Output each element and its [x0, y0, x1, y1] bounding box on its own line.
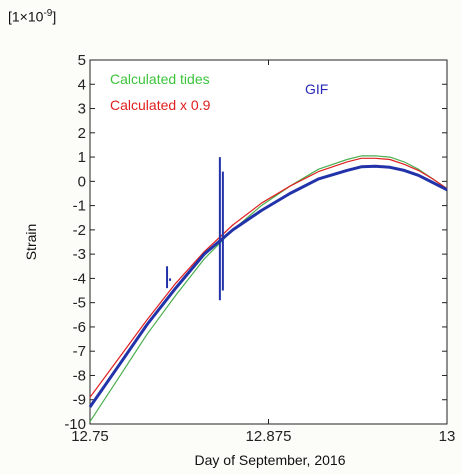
y-tick-label: -6: [73, 319, 86, 336]
y-tick-label: -10: [64, 416, 86, 433]
series-line-2: [88, 164, 448, 408]
plot-area: [89, 59, 448, 425]
legend-gif: GIF: [305, 81, 328, 97]
legend-calculated-x09: Calculated x 0.9: [110, 97, 211, 113]
y-tick-label: 2: [78, 125, 86, 142]
y-tick-label: -3: [73, 246, 86, 263]
y-tick-label: -7: [73, 343, 86, 360]
y-tick-label: 5: [78, 52, 86, 69]
y-tick-label: -5: [73, 295, 86, 312]
y-tick-label: 4: [78, 76, 86, 93]
gif-spike-0: [166, 266, 172, 289]
y-tick-label: 1: [78, 149, 86, 166]
series-line-0: [89, 155, 448, 422]
y-tick-label: 0: [78, 173, 86, 190]
x-tick-label: 12.875: [246, 428, 292, 445]
multiplier-close: ]: [52, 8, 57, 25]
y-tick-label: -1: [73, 198, 86, 215]
x-axis-label: Day of September, 2016: [195, 452, 346, 468]
x-tick-label: 12.75: [71, 428, 109, 445]
series-line-1: [89, 157, 448, 398]
y-tick-label: -8: [73, 367, 86, 384]
axis-multiplier: [1×10-9]: [8, 8, 56, 25]
y-tick-label: 3: [78, 101, 86, 118]
legend-calculated-tides: Calculated tides: [110, 71, 210, 87]
y-axis-label: Strain: [23, 224, 39, 261]
x-tick-label: 13: [439, 428, 456, 445]
y-tick-label: -4: [73, 270, 86, 287]
multiplier-exponent: -9: [43, 8, 53, 19]
multiplier-base: [1×10: [8, 8, 44, 25]
y-tick-label: -2: [73, 222, 86, 239]
gif-spike-1: [218, 157, 224, 301]
y-tick-label: -9: [73, 392, 86, 409]
